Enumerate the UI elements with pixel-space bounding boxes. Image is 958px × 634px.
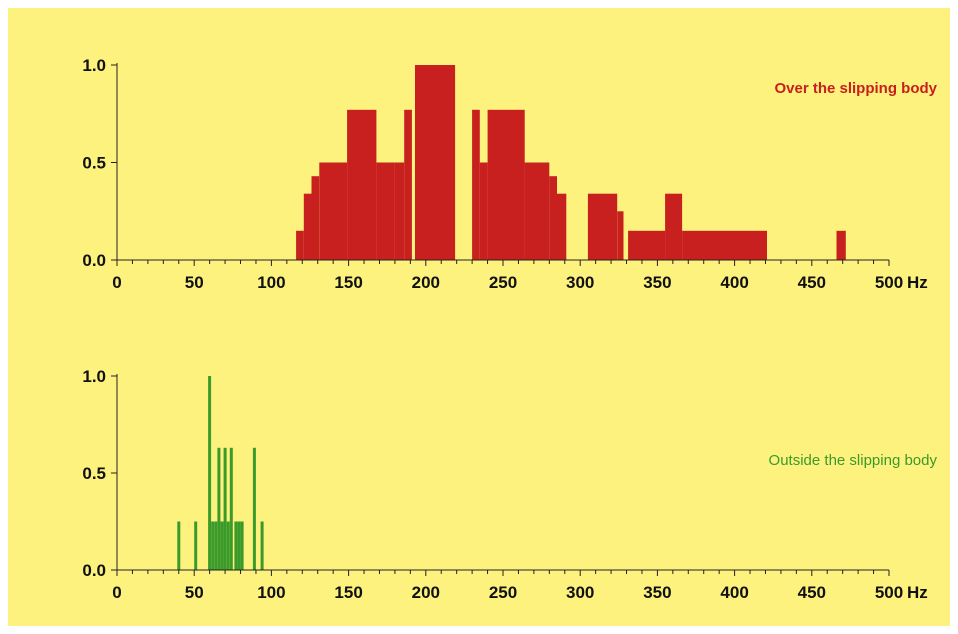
chart2-x-tick-label-200: 200 [412, 583, 440, 602]
chart2-x-tick-label-300: 300 [566, 583, 594, 602]
chart1-x-tick-label-100: 100 [257, 273, 285, 292]
chart2-bar-3 [208, 376, 212, 570]
chart1-bar-14 [549, 176, 557, 260]
chart1-bar-5 [347, 109, 377, 260]
chart2-bar-12 [237, 521, 241, 570]
chart1-x-tick-label-200: 200 [412, 273, 440, 292]
chart1-y-tick-label-0.5: 0.5 [82, 154, 106, 173]
chart1-bar-17 [617, 211, 624, 261]
chart2-legend-label: Outside the slipping body [769, 452, 938, 469]
chart2-x-tick-label-350: 350 [643, 583, 671, 602]
chart1-x-tick-label-400: 400 [720, 273, 748, 292]
chart1-bar-19 [665, 193, 683, 260]
chart1-x-tick-label-0: 0 [112, 273, 121, 292]
chart1-x-unit-label: Hz [907, 273, 928, 292]
chart2-x-tick-label-0: 0 [112, 583, 121, 602]
chart2-bar-11 [234, 521, 238, 570]
chart1-bar-8 [404, 109, 412, 260]
chart1-bar-18 [628, 230, 666, 261]
chart1-x-tick-label-450: 450 [798, 273, 826, 292]
chart2-y-tick-label-1: 1.0 [82, 367, 106, 386]
chart2-bar-2 [194, 521, 198, 570]
chart1-bar-10 [472, 109, 480, 260]
chart2-bar-1 [177, 521, 181, 570]
chart1-x-tick-label-500: 500 [875, 273, 903, 292]
chart1-bar-13 [524, 162, 550, 260]
chart1-x-tick-label-150: 150 [334, 273, 362, 292]
chart2-y-tick-label-0.5: 0.5 [82, 464, 106, 483]
chart1-bar-15 [557, 193, 567, 260]
chart2-x-unit-label: Hz [907, 583, 928, 602]
chart1-bar-2 [303, 193, 312, 260]
chart1-bar-1 [296, 230, 304, 261]
chart1-y-tick-label-1: 1.0 [82, 56, 106, 75]
chart1-bar-12 [487, 109, 525, 260]
chart2-bar-14 [252, 447, 256, 570]
chart1-bar-21 [836, 230, 846, 261]
chart2-bar-15 [260, 521, 264, 570]
chart2-x-tick-label-250: 250 [489, 583, 517, 602]
chart2-x-tick-label-400: 400 [720, 583, 748, 602]
chart2-bar-4 [211, 521, 215, 570]
chart1-bar-6 [376, 162, 395, 260]
chart2-bar-6 [217, 447, 221, 570]
chart1-bar-20 [682, 230, 767, 261]
chart2-bar-10 [229, 447, 233, 570]
chart1-bar-16 [587, 193, 618, 260]
chart2-bar-5 [214, 521, 218, 570]
chart2-x-tick-label-150: 150 [334, 583, 362, 602]
chart2-bar-9 [226, 521, 230, 570]
chart1-bar-4 [319, 162, 348, 260]
chart1-y-tick-label-0: 0.0 [82, 251, 106, 270]
chart1-x-tick-label-50: 50 [185, 273, 204, 292]
chart1-bar-11 [479, 162, 488, 260]
chart1-bar-7 [394, 162, 405, 260]
chart1-bar-9 [415, 65, 456, 260]
chart1-legend-label: Over the slipping body [774, 80, 937, 97]
chart1-bar-3 [311, 176, 320, 260]
chart2-bar-7 [220, 521, 224, 570]
chart2-bar-8 [223, 447, 227, 570]
chart1-x-tick-label-350: 350 [643, 273, 671, 292]
chart2-y-tick-label-0: 0.0 [82, 561, 106, 580]
chart2-x-tick-label-450: 450 [798, 583, 826, 602]
chart1-x-tick-label-300: 300 [566, 273, 594, 292]
chart2-x-tick-label-100: 100 [257, 583, 285, 602]
chart1-x-tick-label-250: 250 [489, 273, 517, 292]
chart2-x-tick-label-500: 500 [875, 583, 903, 602]
chart2-x-tick-label-50: 50 [185, 583, 204, 602]
chart2-bar-13 [240, 521, 244, 570]
